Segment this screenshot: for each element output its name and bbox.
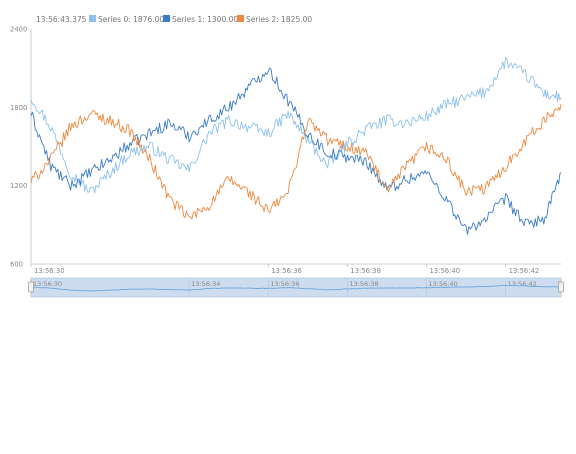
x-tick-label: 13:56:42 xyxy=(509,267,540,275)
x-tick-label: 13:56:30 xyxy=(34,267,65,275)
legend-label-series-2: Series 2: 1825.00 xyxy=(246,15,312,24)
legend-label-series-1: Series 1: 1300.00 xyxy=(172,15,238,24)
x-tick-label: 13:56:38 xyxy=(350,267,381,275)
x-tick-label: 13:56:36 xyxy=(271,267,302,275)
legend: 13:56:43.375 Series 0: 1876.00 Series 1:… xyxy=(36,15,312,24)
navigator-tick-label: 13:56:40 xyxy=(429,280,458,288)
series-1-line xyxy=(30,67,562,235)
series-2-line xyxy=(30,104,562,220)
y-tick-label: 1200 xyxy=(10,182,27,190)
navigator-tick-label: 13:56:38 xyxy=(349,280,378,288)
navigator-series-line xyxy=(30,284,562,292)
navigator-right-handle[interactable] xyxy=(558,281,564,293)
y-tick-label: 2400 xyxy=(10,26,27,34)
plot-area xyxy=(30,57,562,235)
legend-swatch-series-2 xyxy=(237,15,244,22)
x-tick-label: 13:56:40 xyxy=(430,267,461,275)
y-tick-label: 600 xyxy=(10,261,23,269)
navigator-tick-label: 13:56:34 xyxy=(191,280,220,288)
legend-swatch-series-0 xyxy=(89,15,96,22)
navigator-tick-label: 13:56:30 xyxy=(33,280,62,288)
navigator-tick-label: 13:56:36 xyxy=(270,280,299,288)
legend-timestamp: 13:56:43.375 xyxy=(36,15,87,24)
legend-label-series-0: Series 0: 1876.00 xyxy=(98,15,164,24)
legend-swatch-series-1 xyxy=(163,15,170,22)
navigator-tick-label: 13:56:42 xyxy=(508,280,537,288)
y-tick-label: 1800 xyxy=(10,104,27,112)
series-0-line xyxy=(30,57,562,194)
navigator-left-handle[interactable] xyxy=(28,281,34,293)
range-navigator[interactable]: 13:56:30 13:56:34 13:56:36 13:56:38 13:56:40… xyxy=(28,277,564,298)
axes: 600 1200 1800 2400 13:56:30 13:56:36 13:56:38 1… xyxy=(10,26,561,275)
